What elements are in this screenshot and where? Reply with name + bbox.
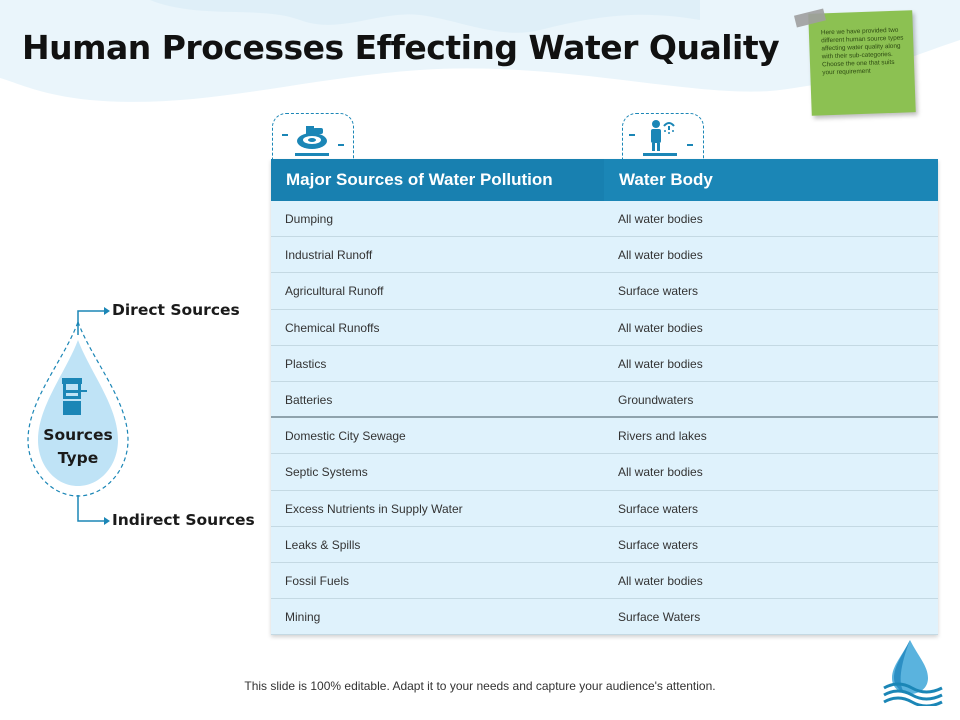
cell-water-body: All water bodies (618, 465, 703, 480)
table-row: Mining Surface Waters (271, 599, 938, 636)
person-shower-icon (629, 120, 693, 156)
footer-text: This slide is 100% editable. Adapt it to… (244, 679, 716, 693)
drop-outline (27, 320, 129, 497)
table-header: Major Sources of Water Pollution Water B… (271, 159, 938, 201)
page-title: Human Processes Effecting Water Quality (22, 28, 780, 67)
sources-diagram (27, 307, 129, 525)
dumping-icon (282, 126, 344, 156)
cell-source: Chemical Runoffs (285, 320, 380, 335)
header-sources: Major Sources of Water Pollution (271, 159, 604, 201)
direct-connector (77, 310, 104, 335)
water-drop-logo-icon (883, 640, 943, 706)
cell-source: Industrial Runoff (285, 248, 373, 263)
cell-source: Leaks & Spills (285, 537, 361, 552)
cell-water-body: All water bodies (618, 356, 703, 371)
cell-source: Batteries (285, 392, 333, 407)
cell-water-body: Surface waters (618, 284, 699, 299)
cell-water-body: Groundwaters (618, 392, 694, 407)
pollution-sources-table: Major Sources of Water Pollution Water B… (271, 159, 938, 636)
indirect-connector (77, 495, 104, 522)
cell-source: Dumping (285, 212, 334, 226)
water-well-icon (62, 378, 87, 415)
cell-source: Agricultural Runoff (285, 284, 384, 299)
table-row: Dumping All water bodies (271, 201, 938, 238)
sticky-note: Here we have provided two different huma… (808, 10, 916, 116)
table-row: Excess Nutrients in Supply Water Surface … (271, 490, 938, 527)
sticky-note-text: Here we have provided two different huma… (820, 26, 904, 77)
table-row: Septic Systems All water bodies (271, 454, 938, 491)
direct-sources-label: Direct Sources (112, 301, 240, 319)
cell-source: Excess Nutrients in Supply Water (285, 501, 463, 516)
cell-source: Septic Systems (285, 465, 368, 480)
table-row: Batteries Groundwaters (271, 381, 938, 419)
indirect-sources-label: Indirect Sources (112, 511, 255, 529)
cell-water-body: All water bodies (618, 320, 703, 335)
cell-water-body: Surface waters (618, 501, 699, 516)
cell-source: Fossil Fuels (285, 573, 350, 588)
table-row: Domestic City Sewage Rivers and lakes (271, 418, 938, 455)
cell-water-body: All water bodies (618, 573, 703, 588)
table-row: Chemical Runoffs All water bodies (271, 309, 938, 346)
sources-type-line2: Type (57, 449, 99, 467)
table-row: Agricultural Runoff Surface waters (271, 273, 938, 310)
background-wave (0, 0, 960, 102)
cell-water-body: Surface Waters (618, 610, 701, 625)
cell-source: Mining (285, 610, 321, 625)
sources-type-label: Sources Type (32, 424, 124, 470)
cell-source: Domestic City Sewage (285, 429, 406, 444)
cell-water-body: Surface waters (618, 537, 699, 552)
table-row: Leaks & Spills Surface waters (271, 526, 938, 563)
cell-water-body: Rivers and lakes (618, 429, 707, 444)
header-water-body: Water Body (619, 170, 713, 189)
sources-type-line1: Sources (43, 426, 113, 444)
cell-source: Plastics (285, 356, 327, 371)
cell-water-body: All water bodies (618, 248, 703, 263)
table-row: Plastics All water bodies (271, 345, 938, 382)
table-row: Industrial Runoff All water bodies (271, 237, 938, 274)
indirect-arrow-icon (104, 517, 110, 525)
table-row: Fossil Fuels All water bodies (271, 562, 938, 600)
cell-water-body: All water bodies (618, 212, 703, 226)
direct-arrow-icon (104, 307, 110, 315)
